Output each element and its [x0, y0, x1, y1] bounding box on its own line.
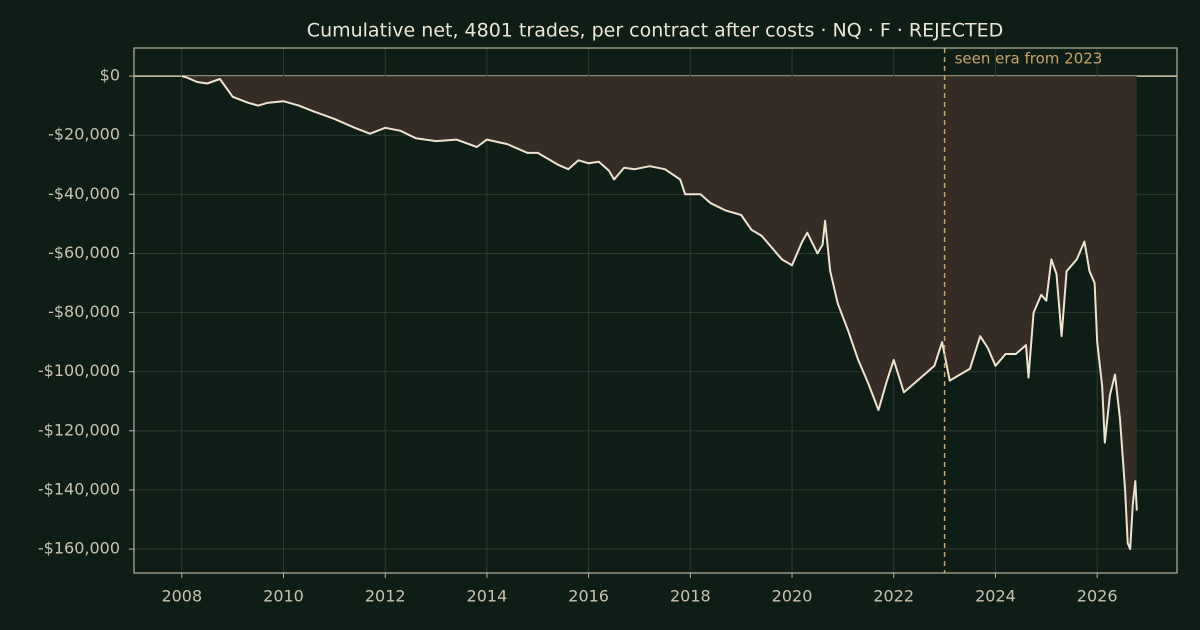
area: [181, 76, 1137, 550]
annotation-text: seen era from 2023: [955, 50, 1103, 68]
y-tick-label: -$140,000: [38, 479, 120, 498]
plot-frame: [133, 47, 1178, 574]
y-tick-label: -$160,000: [38, 539, 120, 558]
x-tick-label: 2016: [568, 587, 609, 606]
x-tick-label: 2020: [772, 587, 813, 606]
y-tick-label: -$20,000: [48, 125, 120, 144]
chart-title: Cumulative net, 4801 trades, per contrac…: [307, 20, 1003, 42]
x-tick-label: 2010: [263, 587, 304, 606]
x-tick-label: 2014: [467, 587, 508, 606]
y-tick-label: -$80,000: [48, 302, 120, 321]
y-tick-label: -$120,000: [38, 420, 120, 439]
x-tick-label: 2024: [975, 587, 1016, 606]
y-tick-label: -$60,000: [48, 243, 120, 262]
y-tick-label: -$100,000: [38, 361, 120, 380]
x-tick-label: 2018: [670, 587, 711, 606]
x-tick-label: 2008: [161, 587, 202, 606]
x-tick-label: 2012: [365, 587, 406, 606]
y-tick-label: $0: [100, 66, 120, 85]
x-tick-label: 2022: [873, 587, 914, 606]
line: [181, 75, 1138, 551]
y-tick-label: -$40,000: [48, 184, 120, 203]
x-tick-label: 2026: [1077, 587, 1118, 606]
